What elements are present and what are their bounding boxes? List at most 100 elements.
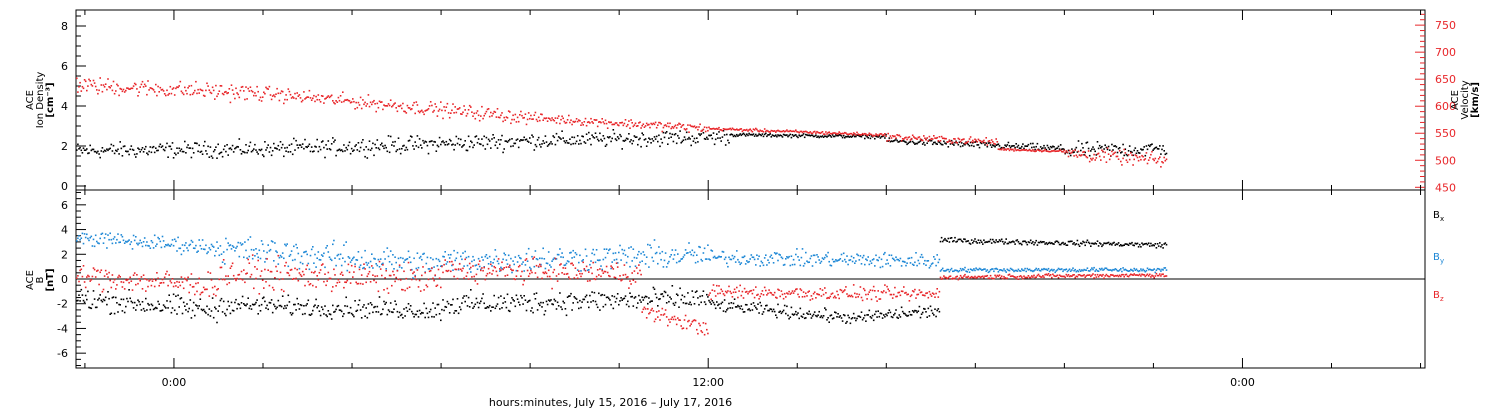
data-point bbox=[482, 118, 484, 120]
data-point bbox=[92, 304, 94, 306]
data-point bbox=[211, 93, 213, 95]
data-point bbox=[256, 151, 258, 153]
data-point bbox=[704, 334, 706, 336]
data-point bbox=[629, 280, 631, 282]
data-point bbox=[468, 278, 470, 280]
data-point bbox=[378, 311, 380, 313]
data-point bbox=[656, 297, 658, 299]
data-point bbox=[275, 266, 277, 268]
data-point bbox=[666, 266, 668, 268]
data-point bbox=[1126, 159, 1128, 161]
data-point bbox=[781, 290, 783, 292]
data-point bbox=[824, 307, 826, 309]
data-point bbox=[571, 124, 573, 126]
data-point bbox=[639, 121, 641, 123]
data-point bbox=[411, 311, 413, 313]
data-point bbox=[987, 144, 989, 146]
data-point bbox=[362, 306, 364, 308]
data-point bbox=[439, 313, 441, 315]
data-point bbox=[589, 264, 591, 266]
data-point bbox=[865, 320, 867, 322]
data-point bbox=[1081, 243, 1083, 245]
data-point bbox=[272, 312, 274, 314]
data-point bbox=[480, 301, 482, 303]
data-point bbox=[166, 271, 168, 273]
data-point bbox=[385, 270, 387, 272]
data-point bbox=[298, 280, 300, 282]
data-point bbox=[1080, 150, 1082, 152]
data-point bbox=[658, 246, 660, 248]
data-point bbox=[344, 150, 346, 152]
data-point bbox=[94, 82, 96, 84]
data-point bbox=[891, 294, 893, 296]
data-point bbox=[83, 88, 85, 90]
data-point bbox=[139, 280, 141, 282]
data-point bbox=[922, 140, 924, 142]
data-point bbox=[674, 254, 676, 256]
data-point bbox=[763, 294, 765, 296]
data-point bbox=[206, 306, 208, 308]
data-point bbox=[181, 297, 183, 299]
data-point bbox=[301, 305, 303, 307]
data-point bbox=[874, 290, 876, 292]
data-point bbox=[1129, 159, 1131, 161]
data-point bbox=[305, 268, 307, 270]
data-point bbox=[146, 241, 148, 243]
data-point bbox=[584, 268, 586, 270]
data-point bbox=[619, 245, 621, 247]
data-point bbox=[467, 272, 469, 274]
data-point bbox=[586, 255, 588, 257]
data-point bbox=[630, 119, 632, 121]
data-point bbox=[609, 136, 611, 138]
data-point bbox=[91, 236, 93, 238]
data-point bbox=[383, 289, 385, 291]
data-point bbox=[439, 261, 441, 263]
data-point bbox=[1165, 267, 1167, 269]
data-point bbox=[534, 149, 536, 151]
data-point bbox=[929, 136, 931, 138]
data-point bbox=[397, 111, 399, 113]
data-point bbox=[603, 135, 605, 137]
data-point bbox=[655, 318, 657, 320]
data-point bbox=[318, 151, 320, 153]
data-point bbox=[620, 259, 622, 261]
data-point bbox=[753, 289, 755, 291]
data-point bbox=[517, 298, 519, 300]
data-point bbox=[641, 311, 643, 313]
data-point bbox=[554, 299, 556, 301]
data-point bbox=[274, 277, 276, 279]
data-point bbox=[375, 282, 377, 284]
data-point bbox=[578, 143, 580, 145]
data-point bbox=[246, 98, 248, 100]
data-point bbox=[859, 259, 861, 261]
data-point bbox=[222, 261, 224, 263]
data-point bbox=[93, 267, 95, 269]
data-point bbox=[895, 309, 897, 311]
data-point bbox=[374, 103, 376, 105]
data-point bbox=[923, 142, 925, 144]
data-point bbox=[626, 304, 628, 306]
data-point bbox=[1010, 147, 1012, 149]
data-point bbox=[168, 294, 170, 296]
data-point bbox=[562, 137, 564, 139]
data-point bbox=[158, 91, 160, 93]
data-point bbox=[686, 303, 688, 305]
data-point bbox=[755, 286, 757, 288]
data-point bbox=[567, 273, 569, 275]
data-point bbox=[959, 139, 961, 141]
data-point bbox=[895, 137, 897, 139]
data-point bbox=[495, 267, 497, 269]
data-point bbox=[969, 271, 971, 273]
data-point bbox=[182, 313, 184, 315]
data-point bbox=[177, 152, 179, 154]
data-point bbox=[328, 95, 330, 97]
data-point bbox=[76, 78, 78, 80]
data-point bbox=[1119, 147, 1121, 149]
data-point bbox=[244, 282, 246, 284]
data-point bbox=[919, 306, 921, 308]
data-point bbox=[121, 234, 123, 236]
data-point bbox=[131, 241, 133, 243]
data-point bbox=[663, 127, 665, 129]
data-point bbox=[306, 265, 308, 267]
data-point bbox=[535, 272, 537, 274]
